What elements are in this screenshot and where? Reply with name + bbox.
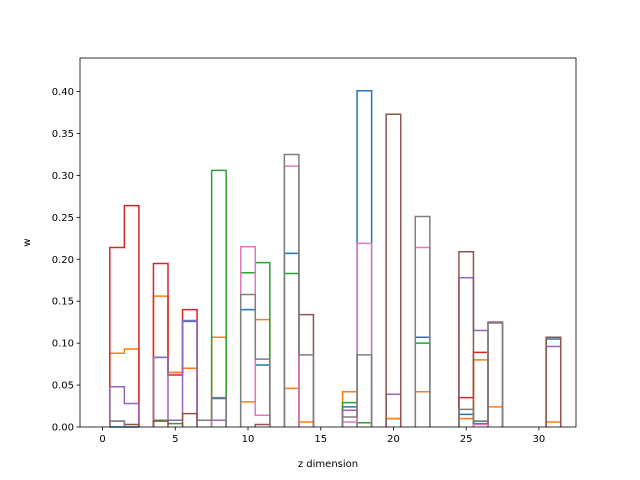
- x-tick-label: 5: [172, 434, 178, 445]
- histogram-bar: [385, 113, 402, 427]
- histogram-bar: [545, 336, 562, 427]
- plot-frame: [79, 57, 577, 428]
- y-tick-label: 0.25: [52, 213, 74, 224]
- histogram-bar: [341, 354, 373, 427]
- y-tick-label: 0.05: [52, 381, 74, 392]
- histogram-bar: [196, 396, 227, 427]
- histogram-bar: [152, 295, 198, 427]
- y-tick-label: 0.00: [52, 423, 74, 434]
- histogram-bar: [472, 423, 489, 427]
- y-tick-label: 0.15: [52, 297, 74, 308]
- x-tick-label: 20: [387, 434, 400, 445]
- y-axis-label: w: [22, 238, 33, 246]
- x-tick-label: 15: [314, 434, 327, 445]
- y-axis-ticks: 0.00 0.05 0.10 0.15 0.20 0.25 0.30 0.35 0.40: [52, 87, 80, 434]
- y-tick-label: 0.30: [52, 171, 74, 182]
- histogram-series: [109, 89, 562, 428]
- x-tick-label: 25: [460, 434, 473, 445]
- histogram-bar: [109, 386, 140, 427]
- x-axis-ticks: 0 5 10 15 20 25 30: [99, 427, 545, 445]
- histogram-bar: [283, 153, 315, 427]
- histogram-bar: [109, 420, 126, 427]
- histogram-bar: [152, 262, 198, 427]
- x-axis-label: z dimension: [298, 459, 358, 470]
- x-tick-label: 0: [99, 434, 105, 445]
- histogram-bar: [152, 420, 169, 427]
- histogram-bar: [210, 169, 227, 427]
- series-8: [109, 153, 504, 427]
- y-tick-label: 0.40: [52, 87, 74, 98]
- y-tick-label: 0.10: [52, 339, 74, 350]
- x-tick-label: 30: [533, 434, 546, 445]
- histogram-bar: [458, 359, 504, 427]
- x-tick-label: 10: [242, 434, 255, 445]
- histogram-bar: [239, 293, 271, 427]
- histogram-bar: [414, 215, 431, 427]
- y-tick-label: 0.20: [52, 255, 74, 266]
- histogram-bar: [152, 319, 198, 427]
- histogram-bar: [458, 250, 475, 427]
- histogram-bar: [458, 322, 504, 427]
- y-tick-label: 0.35: [52, 129, 74, 140]
- histogram-bar: [109, 204, 140, 427]
